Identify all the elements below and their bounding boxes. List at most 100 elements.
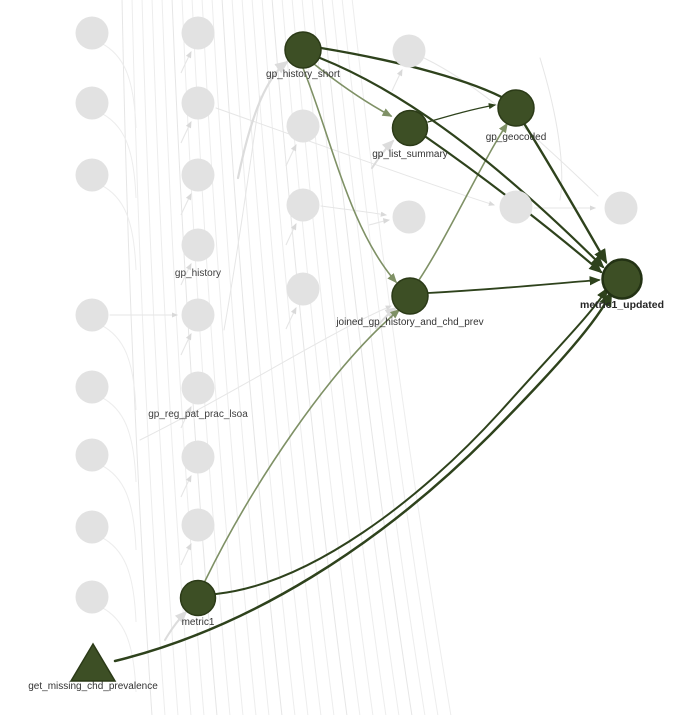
faded-edge-line bbox=[131, 0, 166, 715]
node-ds-r3c3[interactable] bbox=[286, 272, 320, 306]
edge-ds-r2c3-to-ds-r2c4 bbox=[320, 205, 387, 217]
dataset-circle-icon[interactable] bbox=[181, 158, 215, 192]
dataset-circle-icon[interactable] bbox=[286, 272, 320, 306]
faded-edge-line bbox=[351, 0, 452, 715]
node-gp_geocoded[interactable] bbox=[497, 89, 535, 127]
dataset-circle-icon[interactable] bbox=[75, 580, 109, 614]
outgoing-faded-edge bbox=[100, 464, 137, 551]
incoming-arrow bbox=[180, 193, 192, 216]
faded-edge-line bbox=[321, 0, 413, 715]
dataset-circle-icon[interactable] bbox=[604, 191, 638, 225]
incoming-arrow bbox=[285, 144, 297, 167]
edge-get_missing_chd_prevalence-to-metric1_updated bbox=[113, 290, 613, 663]
node-label-gp_reg_pat_prac_lsoa: gp_reg_pat_prac_lsoa bbox=[148, 409, 248, 420]
dataset-circle-icon[interactable] bbox=[499, 190, 533, 224]
node-ds-r2c3[interactable] bbox=[286, 188, 320, 222]
node-ds-r1c6[interactable] bbox=[604, 191, 638, 225]
dataset-circle-icon[interactable] bbox=[284, 31, 322, 69]
node-label-joined_gp_history_and_chd_prev: joined_gp_history_and_chd_prev bbox=[335, 317, 483, 328]
node-ds-r8c2[interactable] bbox=[181, 508, 215, 542]
dataset-circle-icon[interactable] bbox=[181, 86, 215, 120]
node-joined_gp_history_and_chd_prev[interactable] bbox=[391, 277, 429, 315]
node-ds-r8c1[interactable] bbox=[75, 510, 109, 544]
node-ds-r5c1[interactable] bbox=[75, 298, 109, 332]
node-ds-r2c1[interactable] bbox=[75, 86, 109, 120]
dataset-circle-icon[interactable] bbox=[75, 510, 109, 544]
outgoing-faded-edge bbox=[100, 606, 137, 693]
node-label-gp_history: gp_history bbox=[175, 268, 221, 279]
dataset-circle-icon[interactable] bbox=[391, 277, 429, 315]
edge-fan-to-ds-r5c2-arc bbox=[223, 95, 261, 331]
faded-edge-line bbox=[251, 0, 322, 715]
dataset-circle-icon[interactable] bbox=[181, 371, 215, 405]
dataset-circle-icon[interactable] bbox=[181, 440, 215, 474]
dataset-circle-icon[interactable] bbox=[392, 200, 426, 234]
node-ds-r7c2[interactable] bbox=[181, 440, 215, 474]
faded-edge-line bbox=[291, 0, 374, 715]
node-ds-r1c5[interactable] bbox=[499, 190, 533, 224]
faded-edge-line bbox=[231, 0, 296, 715]
node-ds-r2c2[interactable] bbox=[181, 86, 215, 120]
dataset-circle-icon[interactable] bbox=[75, 16, 109, 50]
edge-fan-to-gp_list_summary-in bbox=[371, 139, 395, 169]
node-gp_reg_pat_prac_lsoa[interactable] bbox=[181, 371, 215, 405]
edge-joined_gp_history_and_chd_prev-to-gp_geocoded bbox=[418, 122, 508, 281]
faded-edge-line bbox=[211, 0, 270, 715]
dataset-circle-icon[interactable] bbox=[75, 158, 109, 192]
node-gp_history_short[interactable] bbox=[284, 31, 322, 69]
dataset-circle-icon[interactable] bbox=[286, 109, 320, 143]
faded-edge-line bbox=[221, 0, 283, 715]
edge-gp_geocoded-to-metric1_updated bbox=[523, 123, 608, 265]
dataset-circle-icon[interactable] bbox=[75, 86, 109, 120]
node-get_missing_chd_prevalence[interactable] bbox=[69, 642, 117, 682]
node-ds-r6c1[interactable] bbox=[75, 370, 109, 404]
node-label-metric1: metric1 bbox=[182, 617, 215, 628]
dataset-circle-icon[interactable] bbox=[181, 228, 215, 262]
faded-edge-line bbox=[141, 0, 179, 715]
dataset-circle-icon[interactable] bbox=[286, 188, 320, 222]
node-ds-r3c2[interactable] bbox=[181, 158, 215, 192]
node-ds-r1c3[interactable] bbox=[286, 109, 320, 143]
dataset-circle-icon[interactable] bbox=[181, 298, 215, 332]
node-label-gp_geocoded: gp_geocoded bbox=[486, 132, 547, 143]
faded-edge-line bbox=[331, 0, 426, 715]
dataset-circle-icon[interactable] bbox=[75, 438, 109, 472]
dataset-circle-icon[interactable] bbox=[391, 109, 429, 147]
dataset-circle-icon[interactable] bbox=[392, 34, 426, 68]
faded-edge-line bbox=[171, 0, 218, 715]
node-metric1_updated[interactable] bbox=[601, 258, 643, 300]
incoming-arrow bbox=[180, 543, 192, 566]
dataset-circle-icon[interactable] bbox=[601, 258, 643, 300]
incoming-arrow bbox=[180, 333, 192, 356]
dataset-circle-icon[interactable] bbox=[75, 298, 109, 332]
node-metric1[interactable] bbox=[179, 579, 217, 617]
edge-fan-to-gp_history_short-in bbox=[236, 60, 289, 180]
dataset-circle-icon[interactable] bbox=[181, 508, 215, 542]
node-ds-r1c4[interactable] bbox=[392, 34, 426, 68]
node-ds-r1c2[interactable] bbox=[181, 16, 215, 50]
dataset-circle-icon[interactable] bbox=[75, 370, 109, 404]
node-gp_history[interactable] bbox=[181, 228, 215, 262]
faded-edge-line bbox=[161, 0, 205, 715]
dataset-circle-icon[interactable] bbox=[179, 579, 217, 617]
task-triangle-icon[interactable] bbox=[69, 642, 117, 682]
incoming-arrow bbox=[285, 307, 297, 330]
incoming-arrow bbox=[180, 51, 192, 74]
dataset-circle-icon[interactable] bbox=[181, 16, 215, 50]
node-ds-r7c1[interactable] bbox=[75, 438, 109, 472]
outgoing-faded-edge bbox=[100, 112, 137, 199]
node-label-gp_history_short: gp_history_short bbox=[266, 69, 340, 80]
edge-fan-to-metric1-in bbox=[164, 610, 188, 641]
outgoing-faded-edge bbox=[100, 536, 137, 623]
dataset-circle-icon[interactable] bbox=[497, 89, 535, 127]
node-gp_list_summary[interactable] bbox=[391, 109, 429, 147]
edge-ds-r1c4-to-ds-r1c6 bbox=[423, 57, 599, 197]
node-ds-r9c1[interactable] bbox=[75, 580, 109, 614]
node-ds-r3c1[interactable] bbox=[75, 158, 109, 192]
active-edges bbox=[113, 46, 613, 663]
outgoing-faded-edge bbox=[100, 324, 137, 411]
node-ds-r1c1[interactable] bbox=[75, 16, 109, 50]
node-ds-r5c2[interactable] bbox=[181, 298, 215, 332]
node-ds-r2c4[interactable] bbox=[392, 200, 426, 234]
